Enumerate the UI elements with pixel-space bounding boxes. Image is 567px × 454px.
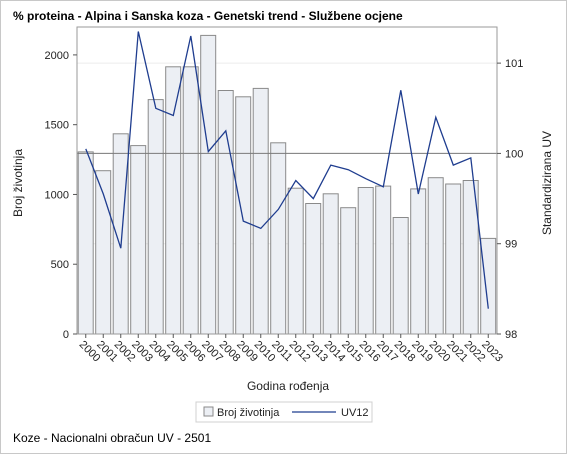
legend-box <box>195 401 373 423</box>
y-tick-label: 1000 <box>45 189 69 201</box>
uv12-line <box>85 31 489 309</box>
bar-2010 <box>252 87 269 335</box>
y-tick-label: 1500 <box>45 120 69 132</box>
axes <box>73 26 501 338</box>
y-tick-label: 2000 <box>45 50 69 62</box>
legend-label-bars: Broj životinja <box>217 407 280 419</box>
bars <box>77 34 497 335</box>
legend-swatch-bars <box>203 406 214 417</box>
legend-label-line: UV12 <box>341 407 369 419</box>
bar-2002 <box>112 133 129 335</box>
bar-2007 <box>200 34 217 335</box>
y2-axis-label: Standardizirana UV <box>540 131 554 235</box>
uv-line <box>85 31 489 309</box>
bar-2015 <box>340 207 357 335</box>
y2-tick-label: 98 <box>505 329 517 341</box>
y2-tick-label: 101 <box>505 58 523 70</box>
y-axis-label: Broj životinja <box>11 149 25 217</box>
bar-2019 <box>410 188 427 335</box>
bar-2014 <box>322 193 339 335</box>
y-tick-label: 0 <box>63 329 69 341</box>
bar-2023 <box>480 237 497 335</box>
y-tick-label: 500 <box>51 259 69 271</box>
bar-2018 <box>392 217 409 335</box>
y2-tick-label: 99 <box>505 239 517 251</box>
bar-2017 <box>375 185 392 335</box>
bar-2013 <box>305 203 322 335</box>
bar-2021 <box>445 183 462 335</box>
bar-2011 <box>270 142 287 335</box>
bar-2009 <box>235 96 252 335</box>
bar-2006 <box>182 66 199 335</box>
x-tick-labels: 2000200120022003200420052006200720082009… <box>77 339 505 365</box>
bar-2016 <box>357 187 374 335</box>
plot-area-border <box>76 26 498 335</box>
bar-2003 <box>130 145 147 335</box>
y-tick-labels: 0 500 1000 1500 2000 <box>45 50 69 341</box>
x-axis-label: Godina rođenja <box>247 379 329 393</box>
y2-tick-label: 100 <box>505 148 523 160</box>
bar-2020 <box>427 177 444 335</box>
chart-title: % proteina - Alpina i Sanska koza - Gene… <box>13 9 403 23</box>
bar-2012 <box>287 187 304 335</box>
bar-2005 <box>165 66 182 335</box>
footer-note: Koze - Nacionalni obračun UV - 2501 <box>13 431 212 445</box>
y2-tick-labels: 98 99 100 101 <box>505 58 523 341</box>
bar-2008 <box>217 90 234 335</box>
bar-2000 <box>77 151 94 335</box>
legend: Broj životinja UV12 <box>195 401 373 423</box>
bar-2004 <box>147 99 164 335</box>
